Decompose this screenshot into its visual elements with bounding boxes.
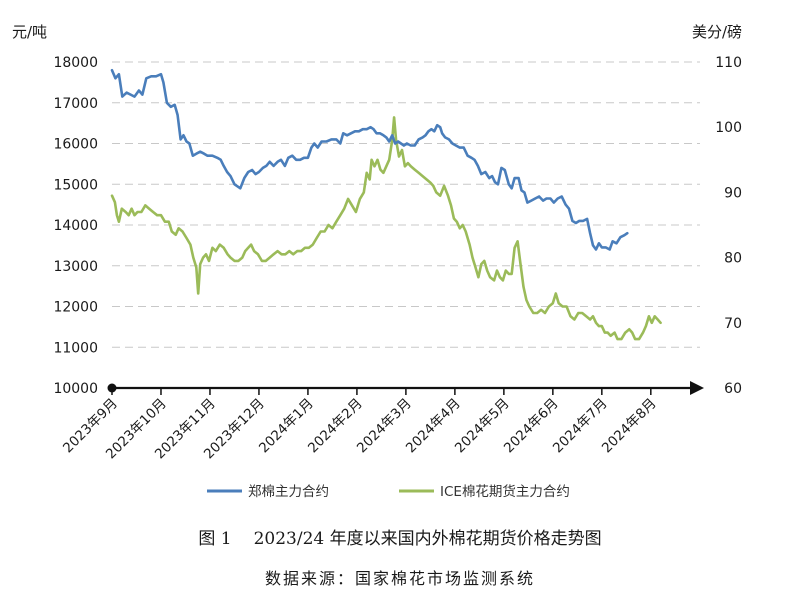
gridlines	[112, 61, 700, 348]
series-layer	[110, 68, 662, 341]
figure-number: 图 1	[198, 529, 232, 549]
left-axis-ticks: 10000 11000 12000 13000 14000 15000 16000 17000…	[53, 55, 98, 397]
right-tick-label: 70	[724, 316, 742, 332]
series-line-zhengmian	[110, 68, 629, 251]
left-tick-label: 18000	[53, 55, 98, 71]
right-tick-label: 80	[724, 251, 742, 267]
right-tick-label: 60	[724, 381, 742, 397]
left-tick-label: 11000	[53, 340, 98, 356]
figure-caption: 图 1 2023/24 年度以来国内外棉花期货价格走势图	[0, 524, 800, 549]
left-tick-label: 12000	[53, 300, 98, 316]
right-tick-label: 110	[715, 55, 742, 71]
left-tick-label: 15000	[53, 177, 98, 193]
left-axis-unit: 元/吨	[12, 23, 47, 41]
right-axis-unit: 美分/磅	[692, 23, 742, 41]
legend-label-zhengmian: 郑棉主力合约	[248, 484, 329, 500]
left-tick-label: 14000	[53, 218, 98, 234]
axis-arrowhead	[690, 381, 704, 395]
legend-label-ice: ICE棉花期货主力合约	[440, 483, 570, 500]
legend: 郑棉主力合约 ICE棉花期货主力合约	[207, 483, 570, 500]
left-tick-label: 13000	[53, 259, 98, 275]
data-source: 数据来源：国家棉花市场监测系统	[264, 569, 535, 588]
left-tick-label: 17000	[53, 96, 98, 112]
right-axis-ticks: 60 70 80 90 100 110	[715, 55, 742, 397]
x-axis-ticks: 2023年9月2023年10月2023年11月2023年12月2024年1月20…	[60, 388, 660, 462]
left-tick-label: 10000	[53, 381, 98, 397]
left-tick-label: 16000	[53, 137, 98, 153]
right-tick-label: 90	[724, 185, 742, 201]
figure-title: 2023/24 年度以来国内外棉花期货价格走势图	[253, 529, 602, 549]
right-tick-label: 100	[715, 120, 742, 136]
series-line-ice	[110, 116, 662, 341]
